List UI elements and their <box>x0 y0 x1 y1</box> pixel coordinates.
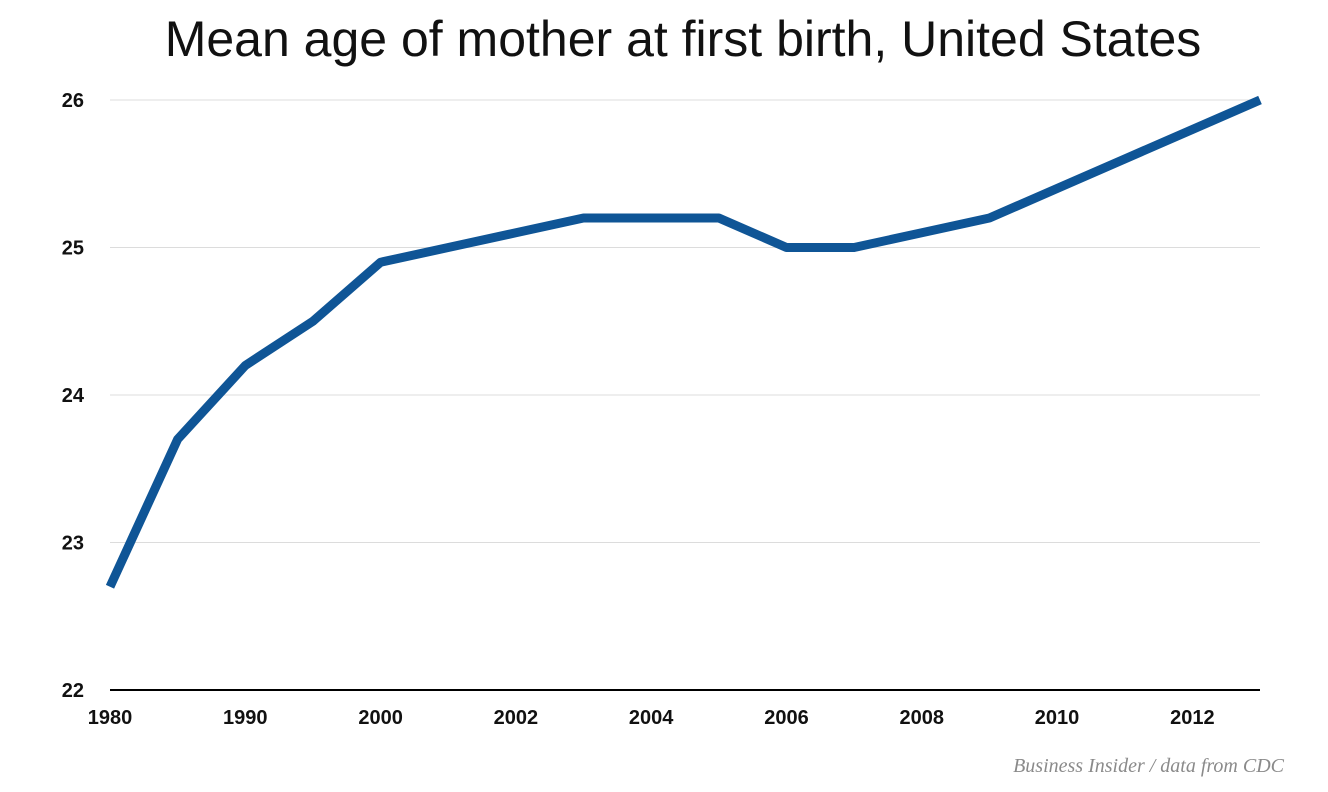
y-tick-label: 26 <box>62 90 84 112</box>
x-tick-label: 2006 <box>764 707 809 729</box>
y-axis-tick-labels: 22 23 24 25 26 <box>62 90 85 702</box>
y-tick-label: 24 <box>62 385 85 407</box>
x-tick-label: 2012 <box>1170 707 1215 729</box>
x-tick-label: 2010 <box>1035 707 1080 729</box>
series-line-0 <box>105 95 1262 589</box>
gridlines <box>110 99 1260 543</box>
y-tick-label: 25 <box>62 238 84 260</box>
chart-title: Mean age of mother at first birth, Unite… <box>164 11 1202 67</box>
y-tick-label: 22 <box>62 680 84 702</box>
x-tick-label: 2008 <box>900 707 945 729</box>
x-tick-label: 1990 <box>223 707 268 729</box>
x-tick-label: 2002 <box>494 707 539 729</box>
y-tick-label: 23 <box>62 533 84 555</box>
x-axis-tick-labels: 1980 1990 2000 2002 2004 2006 2008 2010 2012 <box>88 707 1215 729</box>
series-layer <box>105 95 1262 589</box>
source-note: Business Insider / data from CDC <box>1013 755 1284 777</box>
x-tick-label: 1980 <box>88 707 133 729</box>
x-tick-label: 2000 <box>358 707 403 729</box>
x-tick-label: 2004 <box>629 707 674 729</box>
